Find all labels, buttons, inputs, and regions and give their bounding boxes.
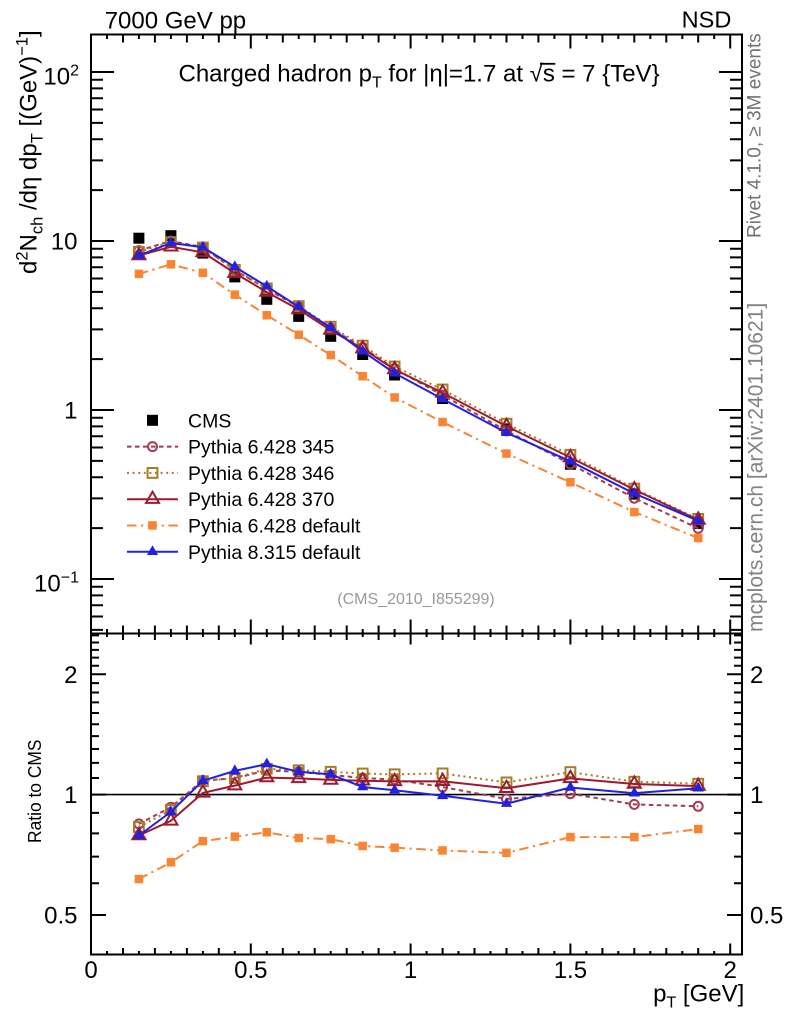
svg-text:7000 GeV pp: 7000 GeV pp bbox=[105, 8, 246, 35]
svg-text:NSD: NSD bbox=[682, 7, 732, 33]
svg-text:2: 2 bbox=[750, 662, 763, 689]
svg-text:1: 1 bbox=[750, 782, 763, 809]
svg-text:Pythia 6.428 default: Pythia 6.428 default bbox=[188, 516, 361, 538]
svg-text:1: 1 bbox=[404, 957, 417, 984]
svg-text:Pythia 6.428 346: Pythia 6.428 346 bbox=[188, 463, 334, 485]
svg-text:1: 1 bbox=[64, 782, 77, 809]
svg-text:Pythia 8.315 default: Pythia 8.315 default bbox=[188, 542, 361, 564]
svg-text:Rivet 4.1.0, ≥ 3M events: Rivet 4.1.0, ≥ 3M events bbox=[745, 33, 766, 238]
svg-text:CMS: CMS bbox=[188, 410, 231, 432]
svg-text:0.5: 0.5 bbox=[234, 957, 267, 984]
svg-text:10: 10 bbox=[51, 229, 78, 256]
svg-text:0.5: 0.5 bbox=[750, 903, 783, 930]
svg-text:1.5: 1.5 bbox=[554, 957, 587, 984]
svg-text:(CMS_2010_I855299): (CMS_2010_I855299) bbox=[337, 591, 494, 608]
svg-text:mcplots.cern.ch [arXiv:2401.10: mcplots.cern.ch [arXiv:2401.10621] bbox=[745, 303, 768, 632]
svg-text:Pythia 6.428 370: Pythia 6.428 370 bbox=[188, 489, 335, 511]
svg-text:Charged hadron pT for |η|=1.7: Charged hadron pT for |η|=1.7 at √s = 7 … bbox=[179, 61, 660, 92]
svg-text:0: 0 bbox=[84, 957, 97, 984]
svg-text:Pythia 6.428 345: Pythia 6.428 345 bbox=[188, 437, 335, 459]
svg-text:0.5: 0.5 bbox=[44, 903, 77, 930]
svg-text:2: 2 bbox=[64, 662, 77, 689]
svg-text:d2Nch /dη dpT [(GeV)−1]: d2Nch /dη dpT [(GeV)−1] bbox=[14, 30, 47, 274]
svg-text:2: 2 bbox=[724, 957, 737, 984]
svg-text:1: 1 bbox=[64, 398, 77, 425]
svg-text:Ratio to CMS: Ratio to CMS bbox=[25, 740, 45, 844]
